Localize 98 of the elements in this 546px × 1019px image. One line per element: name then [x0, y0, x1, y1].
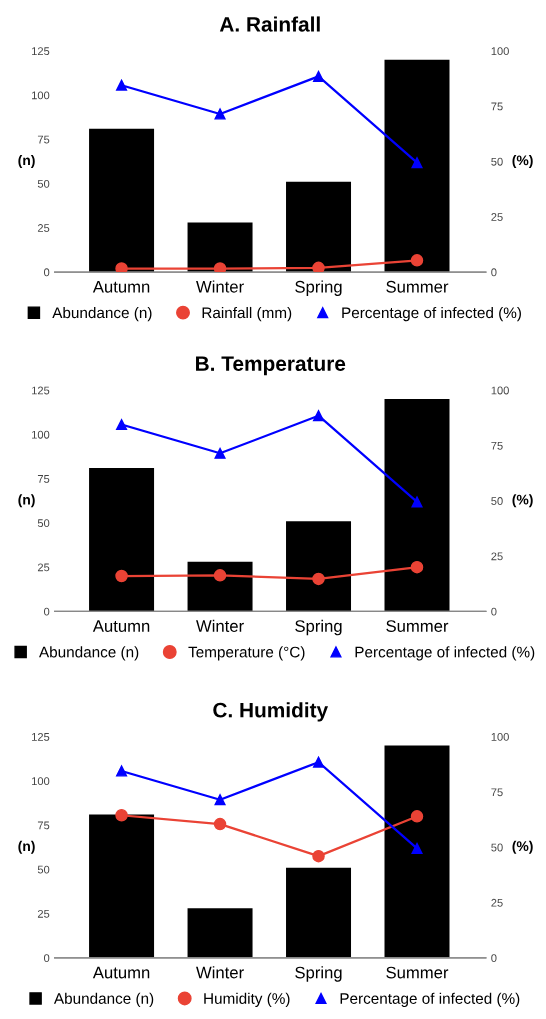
x-tick-label: Spring — [295, 619, 342, 636]
y-axis-title: (n) — [18, 155, 35, 168]
point — [411, 842, 423, 854]
y-tick-label: 75 — [37, 821, 50, 830]
y2-tick-label: 0 — [491, 268, 497, 277]
legend-label: Abundance (n) — [39, 646, 139, 661]
y2-axis-title: (%) — [512, 840, 533, 854]
legend-label: Rainfall (mm) — [202, 306, 292, 322]
point — [411, 157, 423, 169]
x-tick-label: Spring — [295, 280, 342, 296]
y2-tick-label: 75 — [491, 102, 503, 111]
x-tick-label: Spring — [295, 966, 342, 982]
x-tick-label: Winter — [196, 280, 244, 293]
bar — [384, 399, 450, 612]
y-tick-label: 75 — [37, 135, 50, 144]
point — [116, 418, 128, 431]
y2-tick-label: 50 — [491, 843, 503, 852]
legend-label: Temperature (°C) — [188, 646, 305, 661]
x-tick-label: Summer — [386, 280, 449, 293]
bar — [89, 468, 155, 612]
y-tick-label: 125 — [32, 386, 50, 395]
legend-label: Humidity (%) — [204, 992, 290, 1007]
y-tick-label: 0 — [43, 607, 50, 616]
bar — [187, 908, 253, 958]
point — [410, 560, 424, 574]
y2-axis-title: (%) — [512, 494, 533, 508]
bar — [89, 814, 155, 958]
x-tick-label: Winter — [196, 966, 244, 979]
point — [213, 569, 227, 582]
y2-tick-label: 0 — [491, 607, 497, 616]
point — [410, 254, 424, 267]
y2-tick-label: 50 — [491, 157, 503, 166]
point — [312, 261, 325, 273]
y-tick-label: 0 — [43, 268, 50, 277]
legend-label: Abundance (n) — [52, 306, 152, 322]
bar — [286, 867, 352, 958]
y-tick-label: 50 — [37, 179, 50, 188]
point — [214, 794, 226, 806]
chart-title: C. Humidity — [213, 702, 329, 722]
y-tick-label: 100 — [32, 91, 50, 100]
point — [115, 569, 128, 583]
point — [312, 756, 325, 768]
y-tick-label: 0 — [43, 954, 50, 962]
y2-tick-label: 75 — [491, 441, 503, 450]
y2-tick-label: 100 — [491, 733, 509, 741]
point — [214, 108, 226, 120]
legend-label: Abundance (n) — [53, 992, 154, 1007]
bar — [89, 128, 155, 273]
y-tick-label: 25 — [37, 224, 50, 232]
point — [116, 765, 128, 777]
bar — [286, 181, 352, 273]
bar — [384, 59, 450, 273]
x-tick-label: Summer — [386, 966, 449, 979]
x-tick-label: Autumn — [92, 281, 150, 293]
point — [312, 572, 325, 586]
point — [312, 849, 325, 863]
y2-tick-label: 100 — [491, 47, 509, 56]
point — [213, 262, 227, 273]
point — [214, 447, 226, 459]
y2-tick-label: 25 — [491, 213, 503, 221]
bar — [187, 561, 253, 612]
point — [115, 262, 128, 273]
x-tick-label: Autumn — [92, 966, 150, 979]
y-tick-label: 100 — [32, 777, 50, 786]
y2-tick-label: 25 — [491, 552, 503, 561]
y2-tick-label: 75 — [491, 788, 503, 797]
point — [213, 817, 227, 831]
point — [116, 79, 128, 91]
point — [115, 808, 128, 822]
legend-label: Percentage of infected (%) — [355, 646, 535, 661]
y-tick-label: 75 — [37, 475, 50, 483]
y-axis-title: (n) — [18, 494, 35, 508]
y2-tick-label: 25 — [491, 898, 503, 907]
point — [312, 410, 325, 422]
y2-tick-label: 50 — [491, 497, 503, 505]
y-tick-label: 25 — [37, 563, 50, 572]
point — [312, 70, 325, 82]
y-tick-label: 50 — [37, 865, 50, 874]
x-tick-label: Summer — [386, 620, 449, 632]
bar — [384, 745, 450, 958]
y-tick-label: 50 — [37, 519, 50, 528]
chart-title: A. Rainfall — [219, 16, 320, 32]
y2-axis-title: (%) — [512, 155, 533, 168]
y-tick-label: 100 — [32, 430, 50, 439]
y-tick-label: 25 — [37, 909, 50, 918]
legend-label: Percentage of infected (%) — [340, 992, 520, 1007]
x-tick-label: Autumn — [92, 620, 150, 632]
y-axis-title: (n) — [18, 840, 35, 854]
y2-tick-label: 0 — [491, 954, 497, 962]
y2-tick-label: 100 — [491, 386, 509, 395]
y-tick-label: 125 — [32, 733, 50, 741]
legend-label: Percentage of infected (%) — [342, 306, 521, 322]
y-tick-label: 125 — [32, 47, 50, 56]
bar — [286, 521, 352, 612]
bar — [187, 222, 253, 273]
chart-title: B. Temperature — [196, 356, 346, 376]
x-tick-label: Winter — [196, 619, 244, 632]
point — [410, 810, 424, 823]
